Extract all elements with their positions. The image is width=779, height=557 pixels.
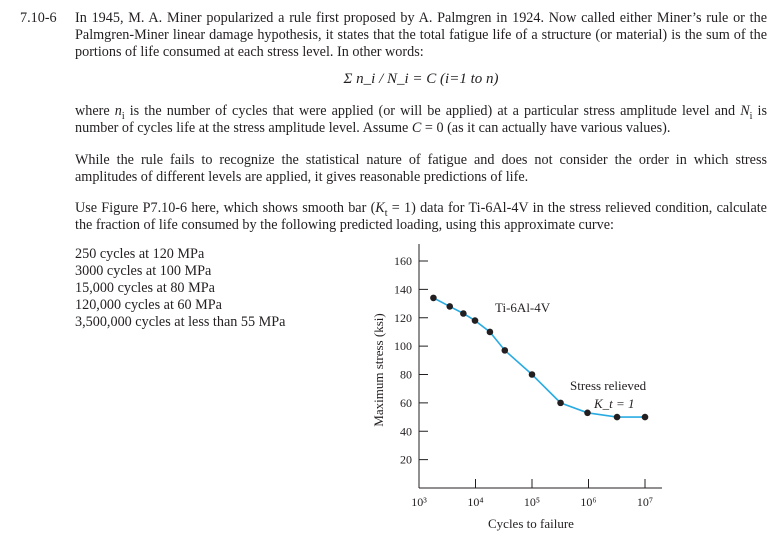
- loading-item: 15,000 cycles at 80 MPa: [75, 280, 215, 296]
- y-tick-label: 100: [394, 339, 412, 353]
- data-point: [641, 413, 649, 421]
- data-point: [528, 371, 536, 378]
- data-point: [613, 413, 621, 421]
- loading-item: 3,500,000 cycles at less than 55 MPa: [75, 314, 286, 330]
- y-tick-label: 20: [400, 453, 412, 467]
- miners-rule-formula: Σ n_i / N_i = C (i=1 to n): [343, 71, 499, 87]
- loading-item: 250 cycles at 120 MPa: [75, 246, 205, 262]
- data-point: [460, 310, 467, 317]
- data-point: [584, 409, 591, 417]
- y-tick-label: 160: [394, 254, 412, 268]
- data-point: [446, 303, 454, 310]
- y-tick-label: 40: [400, 424, 412, 438]
- data-point: [501, 347, 509, 354]
- data-point: [486, 328, 494, 336]
- annotation-kt: K_t = 1: [593, 396, 635, 411]
- x-tick-label: 10⁷: [637, 495, 653, 509]
- paragraph-definitions: where ni is the number of cycles that we…: [75, 103, 767, 136]
- y-tick-label: 140: [394, 282, 412, 296]
- y-tick-label: 60: [400, 396, 412, 410]
- annotation-condition: Stress relieved: [570, 378, 647, 393]
- y-tick-label: 120: [394, 311, 412, 325]
- x-tick-label: 10⁵: [524, 495, 540, 509]
- data-point: [557, 399, 564, 407]
- x-axis-label: Cycles to failure: [488, 516, 574, 531]
- y-axis-label: Maximum stress (ksi): [371, 313, 386, 426]
- annotation-material: Ti-6Al-4V: [495, 300, 551, 315]
- loading-item: 3000 cycles at 100 MPa: [75, 263, 212, 279]
- y-tick-label: 80: [400, 368, 412, 382]
- paragraph-task: Use Figure P7.10-6 here, which shows smo…: [75, 200, 767, 233]
- x-tick-label: 10⁶: [580, 495, 596, 509]
- x-tick-label: 10⁴: [467, 495, 483, 509]
- paragraph-intro: In 1945, M. A. Miner popularized a rule …: [75, 10, 767, 60]
- x-tick-label: 10³: [411, 495, 427, 509]
- paragraph-limitations: While the rule fails to recognize the st…: [75, 152, 767, 185]
- data-point: [471, 317, 479, 324]
- data-point: [430, 294, 437, 302]
- loading-list: 250 cycles at 120 MPa 3000 cycles at 100…: [75, 246, 285, 331]
- loading-item: 120,000 cycles at 60 MPa: [75, 297, 222, 313]
- problem-number: 7.10-6: [20, 10, 57, 26]
